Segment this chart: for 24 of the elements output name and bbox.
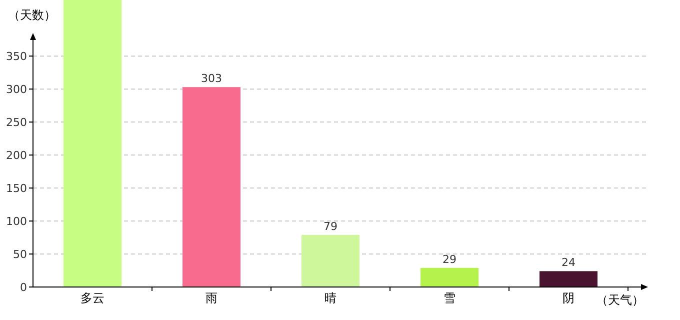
y-axis-title: （天数） [8,8,56,22]
y-tick-label: 50 [13,248,27,262]
x-axis-title: （天气） [596,293,644,307]
y-tick-label: 350 [6,50,27,64]
bar [420,268,478,287]
data-label: 24 [562,256,576,270]
y-tick-label: 200 [6,149,27,162]
data-label: 79 [324,220,338,233]
y-tick-label: 0 [20,281,27,294]
x-tick-label: 晴 [324,291,336,305]
bar [540,271,598,287]
bar [182,87,240,287]
x-tick-label: 多云 [80,291,104,305]
y-tick-label: 300 [6,83,27,96]
bar [302,234,360,287]
y-tick-label: 100 [6,215,27,228]
x-tick-label: 雨 [206,291,218,305]
data-label: 29 [442,252,456,266]
y-tick-label: 150 [6,182,27,196]
x-tick-label: 雪 [444,291,456,305]
data-label: 303 [201,72,222,86]
bar [64,0,122,287]
x-tick-label: 阴 [562,291,574,305]
y-tick-label: 250 [6,116,27,130]
